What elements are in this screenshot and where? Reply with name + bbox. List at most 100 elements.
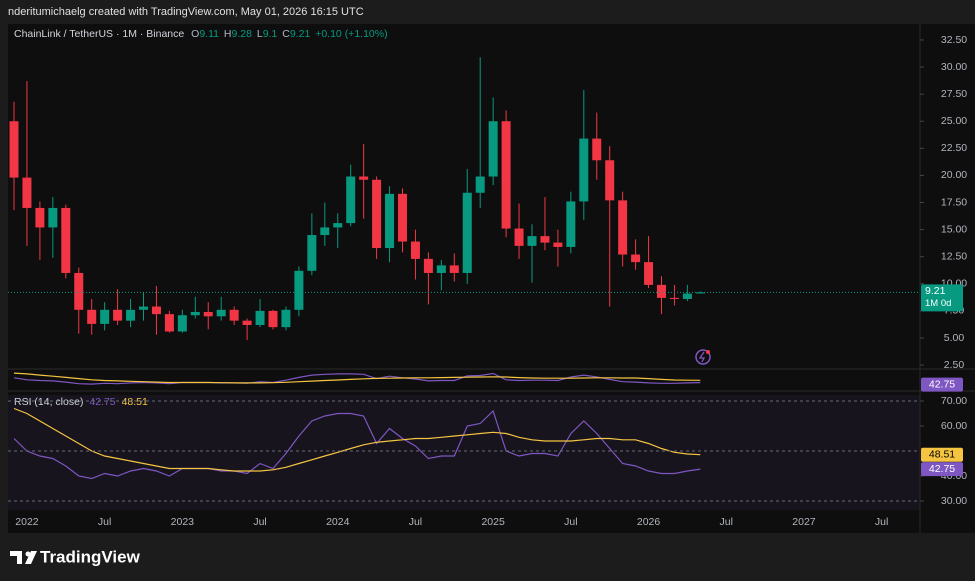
candle-body <box>682 293 692 299</box>
candle-body <box>48 207 58 228</box>
y-tick-label: 12.50 <box>941 250 967 262</box>
chart-area <box>8 24 975 533</box>
candle-body <box>35 207 45 228</box>
x-tick-label: 2022 <box>15 516 39 528</box>
candle-body <box>553 242 563 247</box>
candle-body <box>423 258 433 273</box>
rsi-line <box>13 372 701 385</box>
y-tick-label: 70.00 <box>941 395 967 407</box>
candle-body <box>592 138 602 161</box>
y-tick-label: 5.00 <box>944 332 965 344</box>
rsi-line <box>13 409 701 480</box>
candle-body <box>61 207 71 273</box>
rsi-legend: RSI (14, close) 42.75 48.51 <box>14 396 148 408</box>
candle-body <box>657 284 666 298</box>
candle-body <box>372 179 382 249</box>
x-tick-label: Jul <box>564 516 577 528</box>
x-tick-label: Jul <box>409 516 422 528</box>
candle-body <box>540 236 550 243</box>
rsi-pane <box>8 395 920 510</box>
y-tick-label: 15.00 <box>941 223 967 235</box>
candle-body <box>398 193 407 242</box>
candle-body <box>346 176 356 224</box>
ohlc-value: 9.11 <box>199 28 219 40</box>
x-tick-label: 2026 <box>637 516 661 528</box>
x-tick-label: Jul <box>98 516 111 528</box>
y-tick-label: 20.00 <box>941 169 967 181</box>
candle-body <box>669 297 679 299</box>
candle-body <box>579 138 589 202</box>
candle-body <box>281 309 291 328</box>
candle-body <box>359 176 369 180</box>
candle-body <box>527 236 537 246</box>
y-tick-label: 30.00 <box>941 61 967 73</box>
rsi-badge <box>921 447 963 462</box>
y-tick-label: 25.00 <box>941 115 967 127</box>
ohlc-value: 9.1 <box>263 28 278 40</box>
x-tick-label: 2023 <box>171 516 195 528</box>
candle-body <box>216 309 226 317</box>
candle-body <box>255 310 265 325</box>
attribution: nderitumichaelg created with TradingView… <box>8 6 364 18</box>
candle-body <box>113 309 123 321</box>
candle-body <box>320 227 330 236</box>
candle-body <box>242 320 252 325</box>
candle-body <box>203 311 213 317</box>
ohlc-value: 9.28 <box>232 28 253 40</box>
candle-body <box>449 265 459 273</box>
candle-body <box>333 223 343 228</box>
price-badge-interval: 1M 0d <box>925 298 951 309</box>
candle-body <box>126 309 136 321</box>
rsi-badge <box>921 377 963 392</box>
rsi-badge-value: 42.75 <box>929 463 955 475</box>
candle-body <box>644 262 654 285</box>
symbol: ChainLink / TetherUS · 1M · Binance <box>14 28 184 40</box>
candle-body <box>514 228 524 246</box>
alert-bolt[interactable] <box>698 351 706 363</box>
ohlc-label: H <box>224 28 232 40</box>
ohlc-value: 9.21 <box>290 28 311 40</box>
candle-body <box>294 270 304 310</box>
alert-dot[interactable] <box>706 350 710 354</box>
alert-circle[interactable] <box>695 349 711 365</box>
candle-body <box>488 121 498 177</box>
candle-body <box>151 306 161 315</box>
candle-body <box>566 201 576 247</box>
candle-body <box>475 176 485 193</box>
x-tick-label: Jul <box>720 516 733 528</box>
candle-body <box>100 309 110 324</box>
candle-body <box>462 192 472 273</box>
candle-body <box>229 309 239 321</box>
candle-body <box>190 311 200 316</box>
rsi-line <box>13 407 701 472</box>
rsi-value: 42.75 <box>89 396 115 408</box>
ohlc-label: C <box>282 28 290 40</box>
brand: TradingView <box>40 547 141 566</box>
legend: ChainLink / TetherUS · 1M · Binance O9.1… <box>14 28 388 40</box>
rsi-badge <box>921 462 963 477</box>
x-tick-label: 2024 <box>326 516 350 528</box>
candle-body <box>605 160 615 201</box>
candle-body <box>385 193 395 249</box>
rsi-title: RSI (14, close) <box>14 396 83 408</box>
alert-icon[interactable] <box>695 349 711 365</box>
candle-body <box>139 306 148 310</box>
candle-body <box>22 177 32 208</box>
candle-body <box>268 310 278 328</box>
candle-body <box>9 121 19 178</box>
y-tick-label: 22.50 <box>941 142 967 154</box>
x-tick-label: Jul <box>875 516 888 528</box>
candle-body <box>87 309 97 324</box>
rsi-badge-value: 48.51 <box>929 449 955 461</box>
y-tick-label: 30.00 <box>941 495 967 507</box>
price-badge <box>921 284 963 312</box>
rsi-line <box>13 372 701 384</box>
candle-body <box>695 292 705 294</box>
candle-body <box>501 121 511 229</box>
logo <box>10 551 37 564</box>
ohlc-label: L <box>257 28 263 40</box>
candle-body <box>164 314 174 332</box>
ohlc-label: O <box>191 28 199 40</box>
candle-body <box>631 254 641 263</box>
